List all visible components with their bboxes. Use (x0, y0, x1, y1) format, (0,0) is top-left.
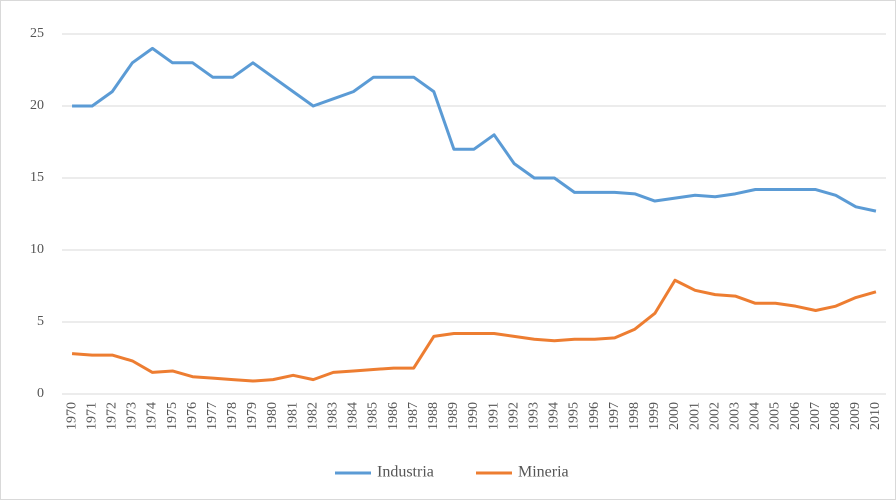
x-tick-label: 1971 (84, 402, 99, 430)
x-tick-label: 2004 (748, 402, 763, 430)
x-tick-label: 1991 (486, 402, 501, 430)
x-tick-label: 1973 (125, 402, 140, 430)
x-tick-label: 1970 (64, 402, 79, 430)
x-tick-label: 2001 (687, 402, 702, 430)
x-tick-label: 1984 (346, 402, 361, 430)
x-tick-label: 1996 (587, 402, 602, 430)
x-tick-label: 2008 (828, 402, 843, 430)
x-tick-label: 1990 (466, 402, 481, 430)
x-tick-label: 1978 (225, 402, 240, 430)
x-tick-label: 1982 (305, 402, 320, 430)
x-tick-label: 2007 (808, 402, 823, 430)
y-tick-label: 15 (30, 170, 44, 185)
x-tick-label: 1992 (506, 402, 521, 430)
x-tick-label: 1988 (426, 402, 441, 430)
x-tick-label: 1989 (446, 402, 461, 430)
x-tick-label: 1994 (547, 402, 562, 430)
x-tick-label: 2009 (848, 402, 863, 430)
x-tick-label: 1993 (527, 402, 542, 430)
y-tick-label: 0 (37, 386, 44, 401)
y-tick-label: 25 (30, 26, 44, 41)
x-tick-label: 1975 (165, 402, 180, 430)
x-tick-label: 1998 (627, 402, 642, 430)
x-tick-label: 2000 (667, 402, 682, 430)
y-tick-label: 5 (37, 314, 44, 329)
series-line (72, 46, 877, 213)
legend-label: Mineria (518, 464, 569, 481)
x-tick-label: 2005 (768, 402, 783, 430)
x-tick-label: 2010 (868, 402, 883, 430)
x-tick-label: 1977 (205, 402, 220, 430)
x-tick-label: 1979 (245, 402, 260, 430)
x-tick-label: 1976 (185, 402, 200, 430)
x-tick-label: 1995 (567, 402, 582, 430)
x-tick-label: 2006 (788, 402, 803, 430)
x-tick-label: 1974 (145, 402, 160, 430)
y-tick-label: 20 (30, 98, 44, 113)
x-tick-label: 1999 (647, 402, 662, 430)
series-line (71, 278, 877, 383)
x-tick-label: 1983 (326, 402, 341, 430)
x-tick-label: 2002 (707, 402, 722, 430)
x-tick-label: 1986 (386, 402, 401, 430)
x-tick-label: 1981 (285, 402, 300, 430)
x-tick-label: 1972 (104, 402, 119, 430)
x-tick-label: 1985 (366, 402, 381, 430)
x-tick-label: 2003 (727, 402, 742, 430)
y-tick-label: 10 (30, 242, 44, 257)
x-tick-label: 1980 (265, 402, 280, 430)
legend-label: Industria (377, 464, 434, 481)
x-tick-label: 1987 (406, 402, 421, 430)
x-tick-label: 1997 (607, 402, 622, 430)
